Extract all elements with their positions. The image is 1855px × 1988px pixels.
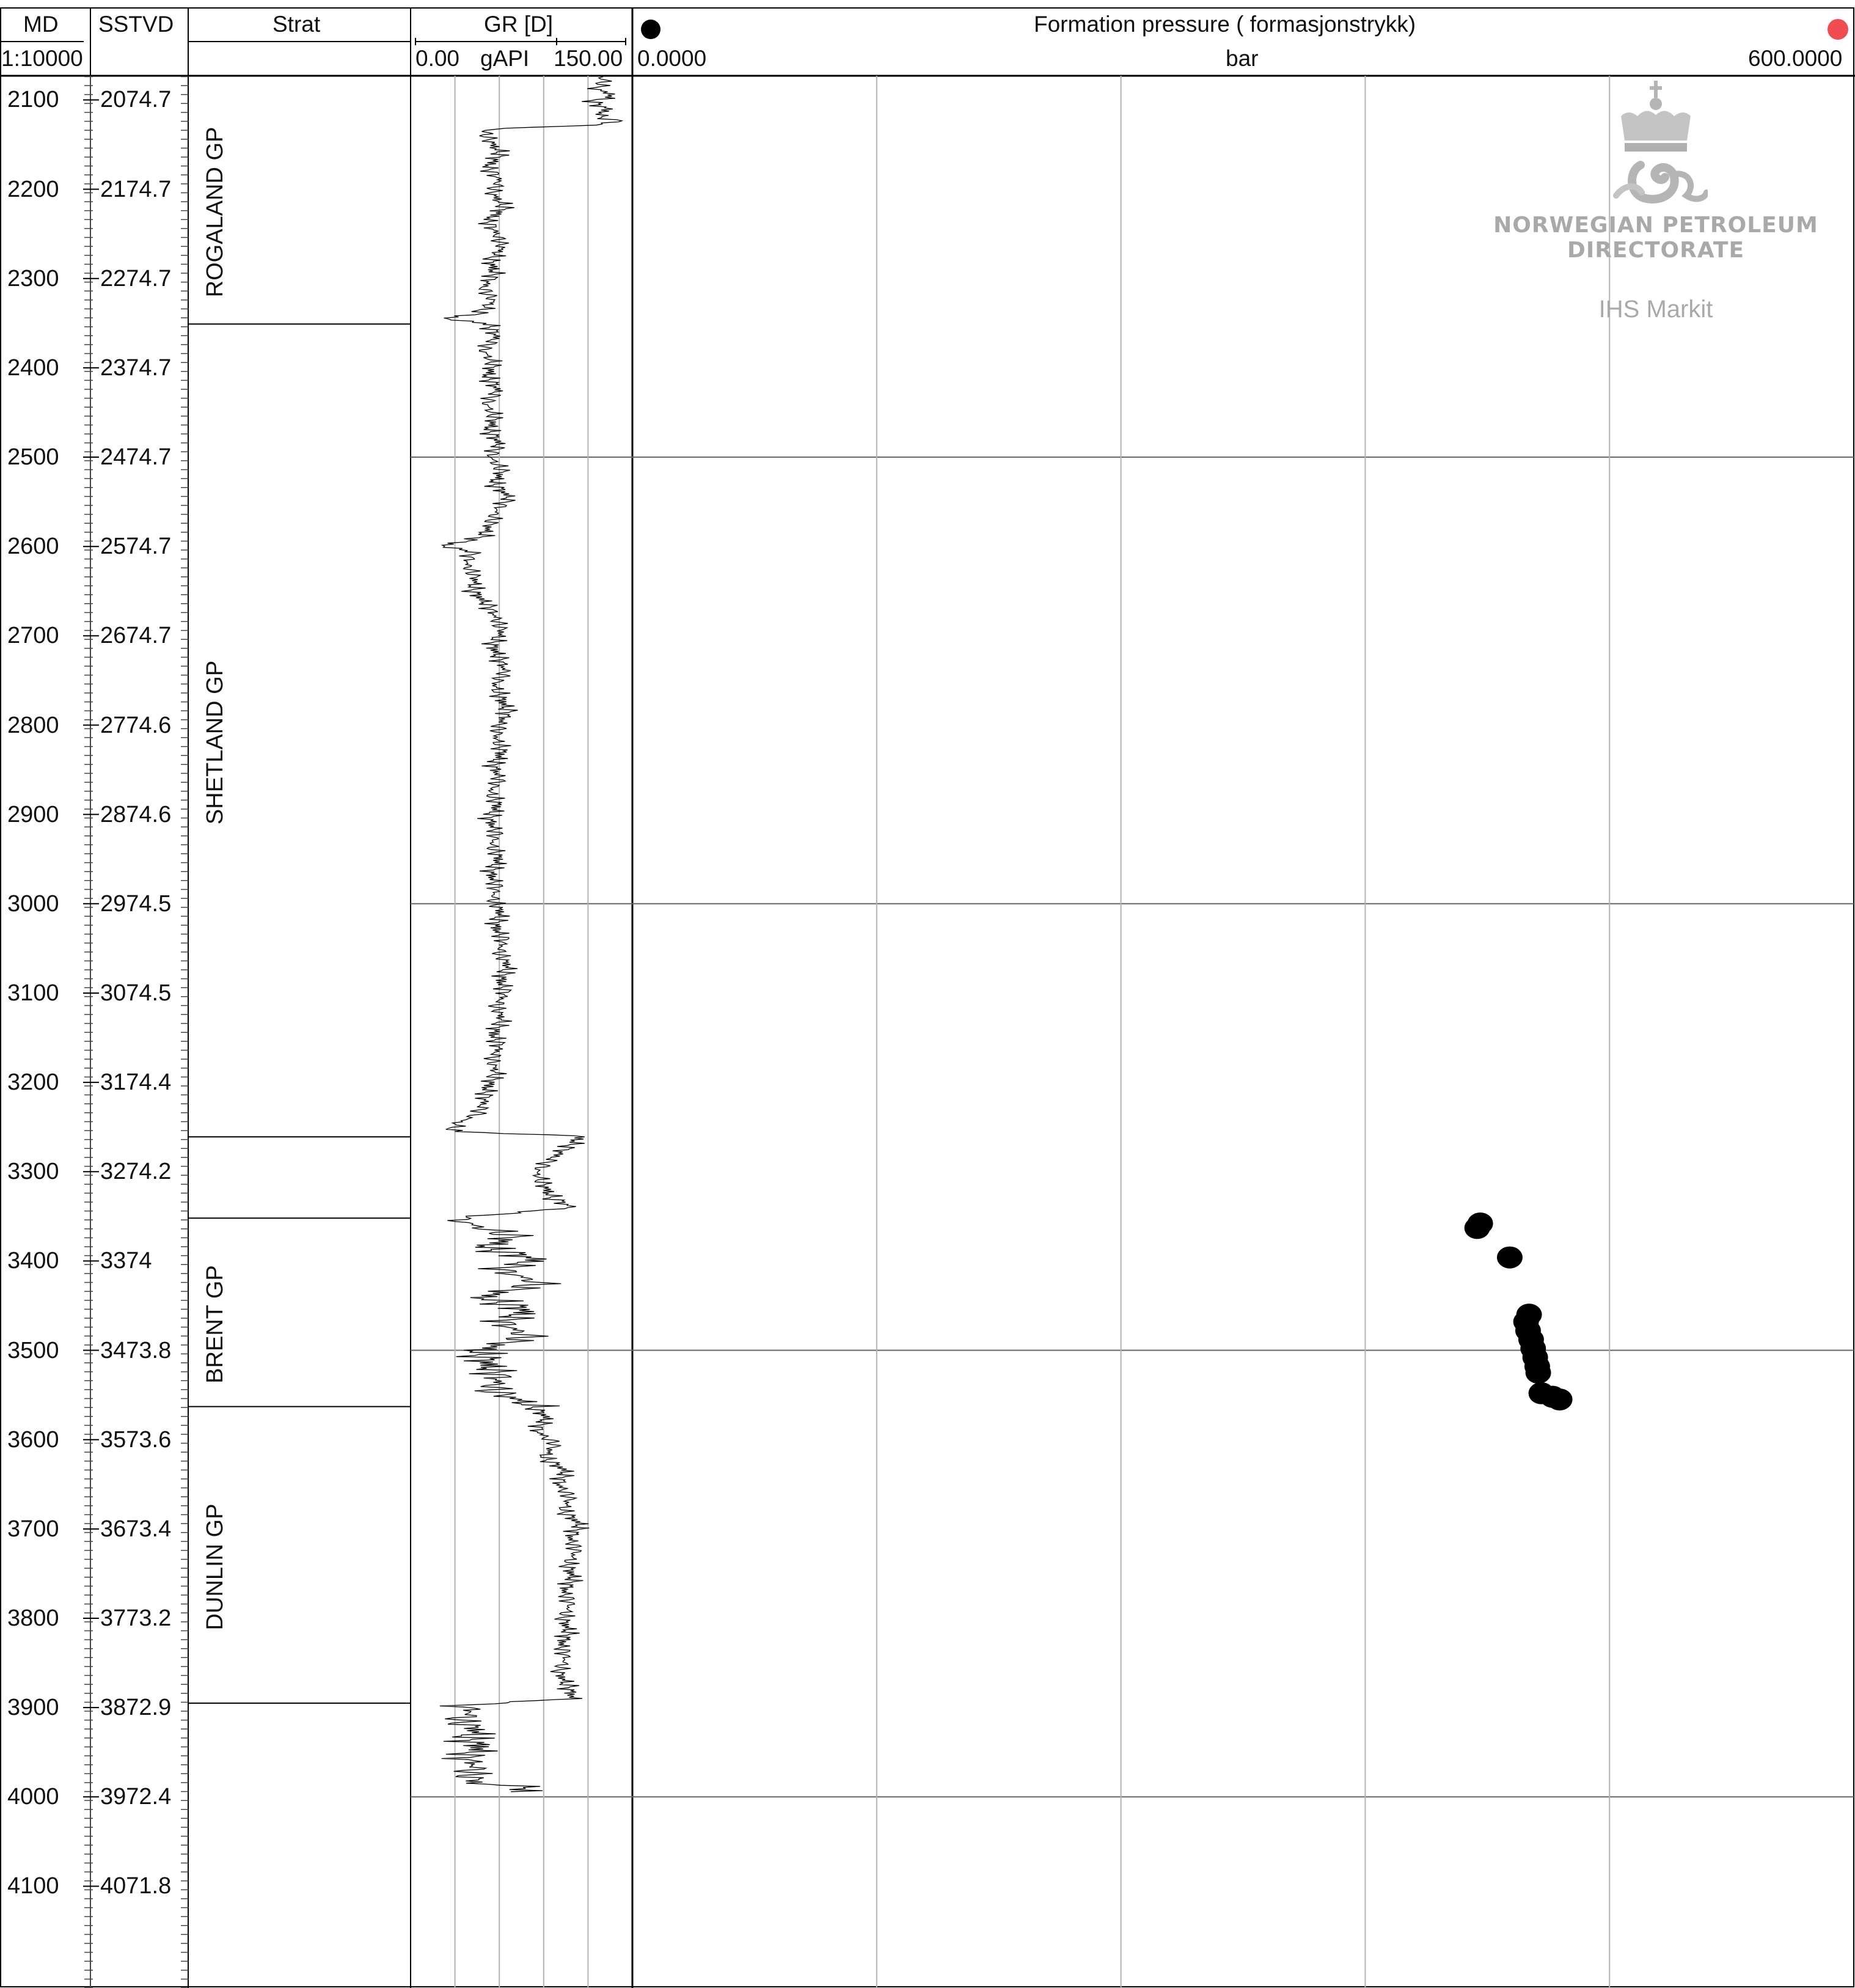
md-depth-label: 2200 — [7, 176, 59, 202]
gr-max-label: 150.00 — [554, 46, 623, 71]
md-depth-label: 3400 — [7, 1248, 59, 1274]
fp-scale-marker-icon — [1828, 19, 1848, 40]
sstvd-depth-label: 3673.4 — [100, 1516, 172, 1542]
md-depth-label: 2700 — [7, 623, 59, 649]
fp-data-point — [1496, 1246, 1523, 1269]
md-depth-label: 3500 — [7, 1337, 59, 1363]
md-depth-label: 3100 — [7, 980, 59, 1006]
md-depth-label: 3700 — [7, 1516, 59, 1542]
sstvd-depth-label: 3274.2 — [100, 1159, 172, 1185]
sstvd-header: SSTVD — [98, 12, 174, 37]
strat-header: Strat — [273, 12, 321, 37]
sstvd-depth-label: 3573.6 — [100, 1426, 172, 1453]
md-depth-label: 2400 — [7, 354, 59, 381]
sstvd-depth-label: 2974.5 — [100, 890, 172, 917]
gr-header: GR [D] — [484, 12, 554, 37]
watermark-ihs: IHS Markit — [1598, 296, 1713, 323]
sstvd-depth-label: 3872.9 — [100, 1695, 172, 1721]
sstvd-depth-label: 2774.6 — [100, 712, 172, 738]
md-depth-label: 2500 — [7, 444, 59, 471]
sstvd-depth-label: 3473.8 — [100, 1337, 172, 1363]
md-depth-label: 3800 — [7, 1605, 59, 1631]
sstvd-depth-label: 3773.2 — [100, 1605, 172, 1631]
md-depth-label: 2900 — [7, 801, 59, 827]
watermark-line2: DIRECTORATE — [1567, 238, 1745, 263]
sstvd-depth-label: 3972.4 — [100, 1784, 172, 1810]
sstvd-depth-label: 2274.7 — [100, 265, 172, 292]
md-depth-label: 2800 — [7, 712, 59, 738]
sstvd-depth-label: 2074.7 — [100, 87, 172, 113]
md-depth-label: 3300 — [7, 1159, 59, 1185]
sstvd-depth-label: 3074.5 — [100, 980, 172, 1006]
sstvd-depth-label: 2874.6 — [100, 801, 172, 827]
md-depth-label: 3200 — [7, 1069, 59, 1096]
md-depth-label: 4100 — [7, 1873, 59, 1899]
sstvd-depth-label: 3174.4 — [100, 1069, 172, 1096]
md-depth-label: 4000 — [7, 1784, 59, 1810]
fp-data-point — [1525, 1362, 1551, 1384]
sstvd-depth-label: 2674.7 — [100, 623, 172, 649]
gr-unit-label: gAPI — [480, 46, 530, 71]
sstvd-depth-label: 2574.7 — [100, 534, 172, 560]
gr-min-label: 0.00 — [415, 46, 460, 71]
fp-max-label: 600.0000 — [1748, 46, 1843, 71]
fp-data-point — [1467, 1212, 1493, 1235]
sstvd-depth-label: 3374 — [100, 1248, 152, 1274]
md-header: MD — [23, 12, 59, 37]
md-depth-label: 2600 — [7, 534, 59, 560]
md-depth-label: 3600 — [7, 1426, 59, 1453]
fp-unit-label: bar — [1226, 46, 1259, 71]
watermark: NORWEGIAN PETROLEUM DIRECTORATE IHS Mark… — [1491, 79, 1821, 323]
fp-min-label: 0.0000 — [637, 46, 707, 71]
md-depth-label: 2300 — [7, 265, 59, 292]
sstvd-depth-label: 2374.7 — [100, 354, 172, 381]
sstvd-depth-label: 2174.7 — [100, 176, 172, 202]
md-depth-label: 3000 — [7, 890, 59, 917]
fp-header: Formation pressure ( formasjonstrykk) — [1034, 12, 1416, 37]
sstvd-depth-label: 4071.8 — [100, 1873, 172, 1899]
scale-label: 1:10000 — [1, 46, 83, 71]
crown-logo-icon — [1613, 81, 1708, 204]
fp-data-point — [1546, 1388, 1573, 1410]
md-depth-label: 3900 — [7, 1695, 59, 1721]
watermark-line1: NORWEGIAN PETROLEUM — [1493, 213, 1818, 238]
md-depth-label: 2100 — [7, 87, 59, 113]
fp-series-marker-icon — [641, 20, 660, 39]
sstvd-depth-label: 2474.7 — [100, 444, 172, 471]
gr-trace — [439, 75, 624, 1792]
